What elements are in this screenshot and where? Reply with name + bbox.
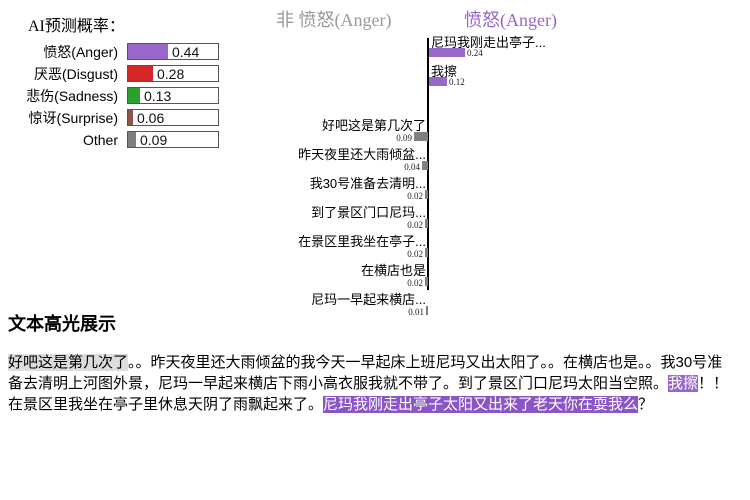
sentence-label: 昨天夜里还大雨倾盆...: [298, 147, 426, 162]
probability-label: 悲伤(Sadness): [26, 88, 118, 104]
probability-fill: [128, 88, 140, 103]
plain-text: 。。昨天夜里还大雨倾盆的我今天一早起床上班尼玛又出太阳了。。在横店也是。。我30…: [8, 354, 723, 392]
sentence-bar: [414, 132, 428, 141]
non-anger-heading: 非 愤怒(Anger): [276, 10, 392, 30]
sentence-label: 我擦: [431, 64, 458, 79]
probability-value: 0.28: [157, 66, 185, 82]
chart-axis: [427, 38, 429, 290]
probability-bar: 0.13: [127, 87, 219, 104]
sentence-label: 好吧这是第几次了: [321, 118, 426, 133]
probability-bar: 0.28: [127, 65, 219, 82]
sentence-value: 0.01: [408, 307, 424, 317]
highlight-anger-strong: 尼玛我刚走出亭子太阳又出来了老天你在耍我么: [323, 396, 639, 413]
sentence-bar: [422, 161, 428, 170]
highlighted-text: 好吧这是第几次了。。昨天夜里还大雨倾盆的我今天一早起床上班尼玛又出太阳了。。在横…: [8, 352, 736, 415]
sentence-bar: [425, 190, 428, 199]
plain-text: ！！在景区里我坐在亭子里休息天阴了雨飘起来了。: [8, 375, 729, 413]
probability-fill: [128, 110, 133, 125]
probability-row: 厌恶(Disgust) 0.28: [0, 65, 230, 83]
sentence-label: 在横店也是: [360, 263, 426, 278]
sentence-value: 0.12: [449, 77, 465, 87]
probability-fill: [128, 132, 136, 147]
sentence-value: 0.02: [407, 220, 423, 230]
probability-value: 0.09: [140, 132, 168, 148]
probability-row: 悲伤(Sadness) 0.13: [0, 87, 230, 105]
probability-bar: 0.09: [127, 131, 219, 148]
sentence-bar: [426, 306, 428, 315]
highlight-anger: 我擦: [668, 375, 699, 392]
probability-bar: 0.44: [127, 43, 219, 60]
highlight-neutral: 好吧这是第几次了: [8, 354, 129, 371]
probability-value: 0.44: [172, 44, 200, 60]
sentence-value: 0.04: [404, 162, 420, 172]
probability-label: Other: [82, 132, 118, 148]
probability-fill: [128, 44, 168, 59]
sentence-label: 尼玛我刚走出亭子...: [431, 35, 546, 50]
probability-value: 0.06: [137, 110, 165, 126]
sentence-value: 0.02: [407, 278, 423, 288]
sentence-value: 0.09: [396, 133, 412, 143]
probability-fill: [128, 66, 153, 81]
probability-title: AI预测概率：: [28, 18, 125, 35]
probability-label: 厌恶(Disgust): [33, 66, 118, 82]
sentence-label: 到了景区门口尼玛...: [311, 205, 426, 220]
anger-heading: 愤怒(Anger): [464, 10, 557, 30]
sentence-bar: [429, 77, 447, 86]
sentence-value: 0.24: [467, 48, 483, 58]
sentence-label: 在景区里我坐在亭子...: [298, 234, 426, 249]
sentence-bar: [429, 48, 465, 57]
probability-label: 愤怒(Anger): [43, 44, 118, 60]
sentence-bar: [425, 219, 428, 228]
sentence-label: 我30号准备去清明...: [309, 176, 426, 191]
sentence-label: 尼玛一早起来横店...: [311, 292, 426, 307]
probability-row: 愤怒(Anger) 0.44: [0, 43, 230, 61]
probability-row: 惊讶(Surprise) 0.06: [0, 109, 230, 127]
probability-label: 惊讶(Surprise): [28, 110, 118, 126]
sentence-value: 0.02: [407, 249, 423, 259]
sentence-bar: [425, 248, 428, 257]
plain-text: ？: [638, 396, 654, 413]
probability-row: Other 0.09: [0, 131, 230, 149]
probability-value: 0.13: [144, 88, 172, 104]
sentence-bar: [425, 277, 428, 286]
sentence-value: 0.02: [407, 191, 423, 201]
highlight-section-title: 文本高光展示: [8, 314, 116, 334]
probability-bar: 0.06: [127, 109, 219, 126]
